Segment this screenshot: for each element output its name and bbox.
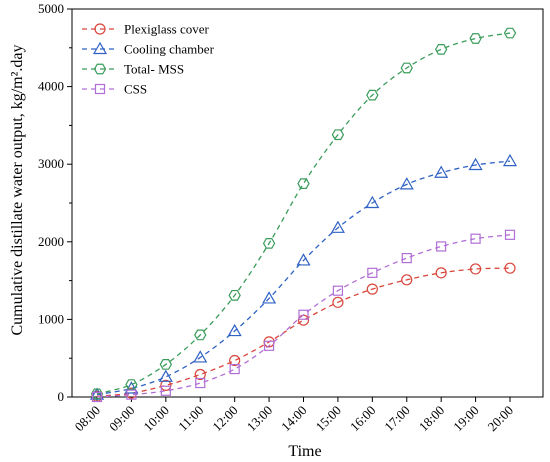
data-point-css: [470, 233, 481, 244]
data-point-plexiglass-cover: [332, 296, 344, 308]
data-point-cooling-chamber: [399, 177, 414, 190]
x-tick-label: 12:00: [209, 403, 241, 435]
data-point-css: [160, 385, 171, 396]
x-tick-label: 17:00: [381, 403, 413, 435]
y-tick-label: 5000: [38, 1, 64, 16]
data-point-plexiglass-cover: [469, 263, 482, 275]
data-point-total-mss: [503, 27, 517, 39]
series-line-total-mss: [96, 32, 511, 395]
data-point-cooling-chamber: [365, 195, 380, 209]
series-line-css: [96, 234, 511, 398]
x-tick-label: 15:00: [312, 403, 344, 435]
data-point-cooling-chamber: [227, 323, 242, 337]
x-axis-title: Time: [288, 443, 321, 460]
data-point-cooling-chamber: [502, 153, 518, 167]
data-point-plexiglass-cover: [366, 283, 378, 295]
series-line-cooling-chamber: [96, 160, 511, 396]
data-point-css: [367, 267, 378, 278]
data-point-total-mss: [90, 388, 104, 400]
legend-item-css: CSS: [82, 82, 147, 97]
y-tick-label: 4000: [38, 79, 64, 94]
x-tick-label: 13:00: [244, 403, 276, 435]
y-tick-label: 2000: [38, 234, 64, 249]
data-point-css: [504, 229, 516, 240]
data-point-cooling-chamber: [434, 165, 449, 178]
data-point-cooling-chamber: [296, 253, 311, 266]
data-point-total-mss: [331, 129, 345, 141]
data-point-css: [195, 377, 206, 389]
data-point-plexiglass-cover: [435, 267, 447, 279]
y-tick-label: 1000: [38, 311, 64, 326]
series-line-plexiglass-cover: [96, 267, 511, 397]
x-tick-label: 18:00: [416, 403, 448, 435]
x-tick-label: 20:00: [485, 403, 517, 435]
data-point-css: [126, 389, 137, 400]
series-plexiglass-cover: [91, 262, 516, 402]
data-point-plexiglass-cover: [401, 274, 413, 286]
legend-item-cooling-chamber: Cooling chamber: [82, 42, 215, 57]
x-tick-label: 09:00: [106, 403, 138, 435]
data-point-plexiglass-cover: [229, 354, 241, 367]
data-point-total-mss: [434, 43, 448, 55]
data-point-plexiglass-cover: [194, 368, 206, 381]
data-point-total-mss: [125, 379, 138, 390]
data-point-total-mss: [159, 359, 173, 370]
data-point-cooling-chamber: [468, 157, 483, 171]
legend-marker: [92, 41, 108, 55]
data-point-cooling-chamber: [330, 220, 345, 233]
y-tick-label: 0: [58, 389, 65, 404]
legend-label: CSS: [124, 82, 147, 97]
x-tick-label: 16:00: [347, 403, 379, 435]
data-point-total-mss: [194, 329, 207, 341]
data-point-cooling-chamber: [158, 369, 173, 382]
x-tick-label: 10:00: [140, 403, 172, 435]
x-tick-label: 11:00: [175, 403, 206, 434]
legend-label: Plexiglass cover: [124, 22, 210, 37]
data-point-total-mss: [297, 178, 310, 189]
legend-marker: [93, 63, 107, 75]
legend-marker: [94, 83, 106, 95]
series-total-mss: [90, 27, 517, 400]
data-point-css: [263, 340, 275, 351]
data-point-plexiglass-cover: [160, 379, 172, 391]
data-point-cooling-chamber: [262, 291, 277, 304]
data-point-total-mss: [366, 89, 379, 101]
y-axis-title: Cumulative distillate water output, kg/m…: [9, 45, 26, 336]
legend-label: Total- MSS: [124, 62, 184, 77]
series-css: [91, 229, 516, 403]
data-point-plexiglass-cover: [504, 262, 516, 274]
data-point-css: [298, 309, 309, 320]
legend-marker: [94, 23, 106, 35]
legend-item-plexiglass-cover: Plexiglass cover: [82, 22, 210, 37]
data-point-css: [436, 241, 447, 252]
data-point-css: [229, 363, 240, 375]
legend-label: Cooling chamber: [124, 42, 215, 57]
x-tick-label: 14:00: [278, 403, 310, 435]
x-tick-label: 19:00: [450, 403, 482, 435]
data-point-css: [401, 252, 412, 264]
data-point-total-mss: [469, 33, 482, 44]
data-point-total-mss: [228, 289, 241, 301]
x-tick-label: 08:00: [72, 403, 104, 435]
data-point-total-mss: [262, 237, 276, 249]
legend-item-total-mss: Total- MSS: [82, 62, 184, 77]
data-point-css: [91, 391, 103, 403]
data-point-css: [332, 285, 344, 296]
data-point-plexiglass-cover: [297, 314, 310, 326]
data-point-cooling-chamber: [193, 350, 208, 363]
data-point-total-mss: [400, 62, 413, 74]
series-cooling-chamber: [89, 153, 518, 400]
y-tick-label: 3000: [38, 156, 64, 171]
